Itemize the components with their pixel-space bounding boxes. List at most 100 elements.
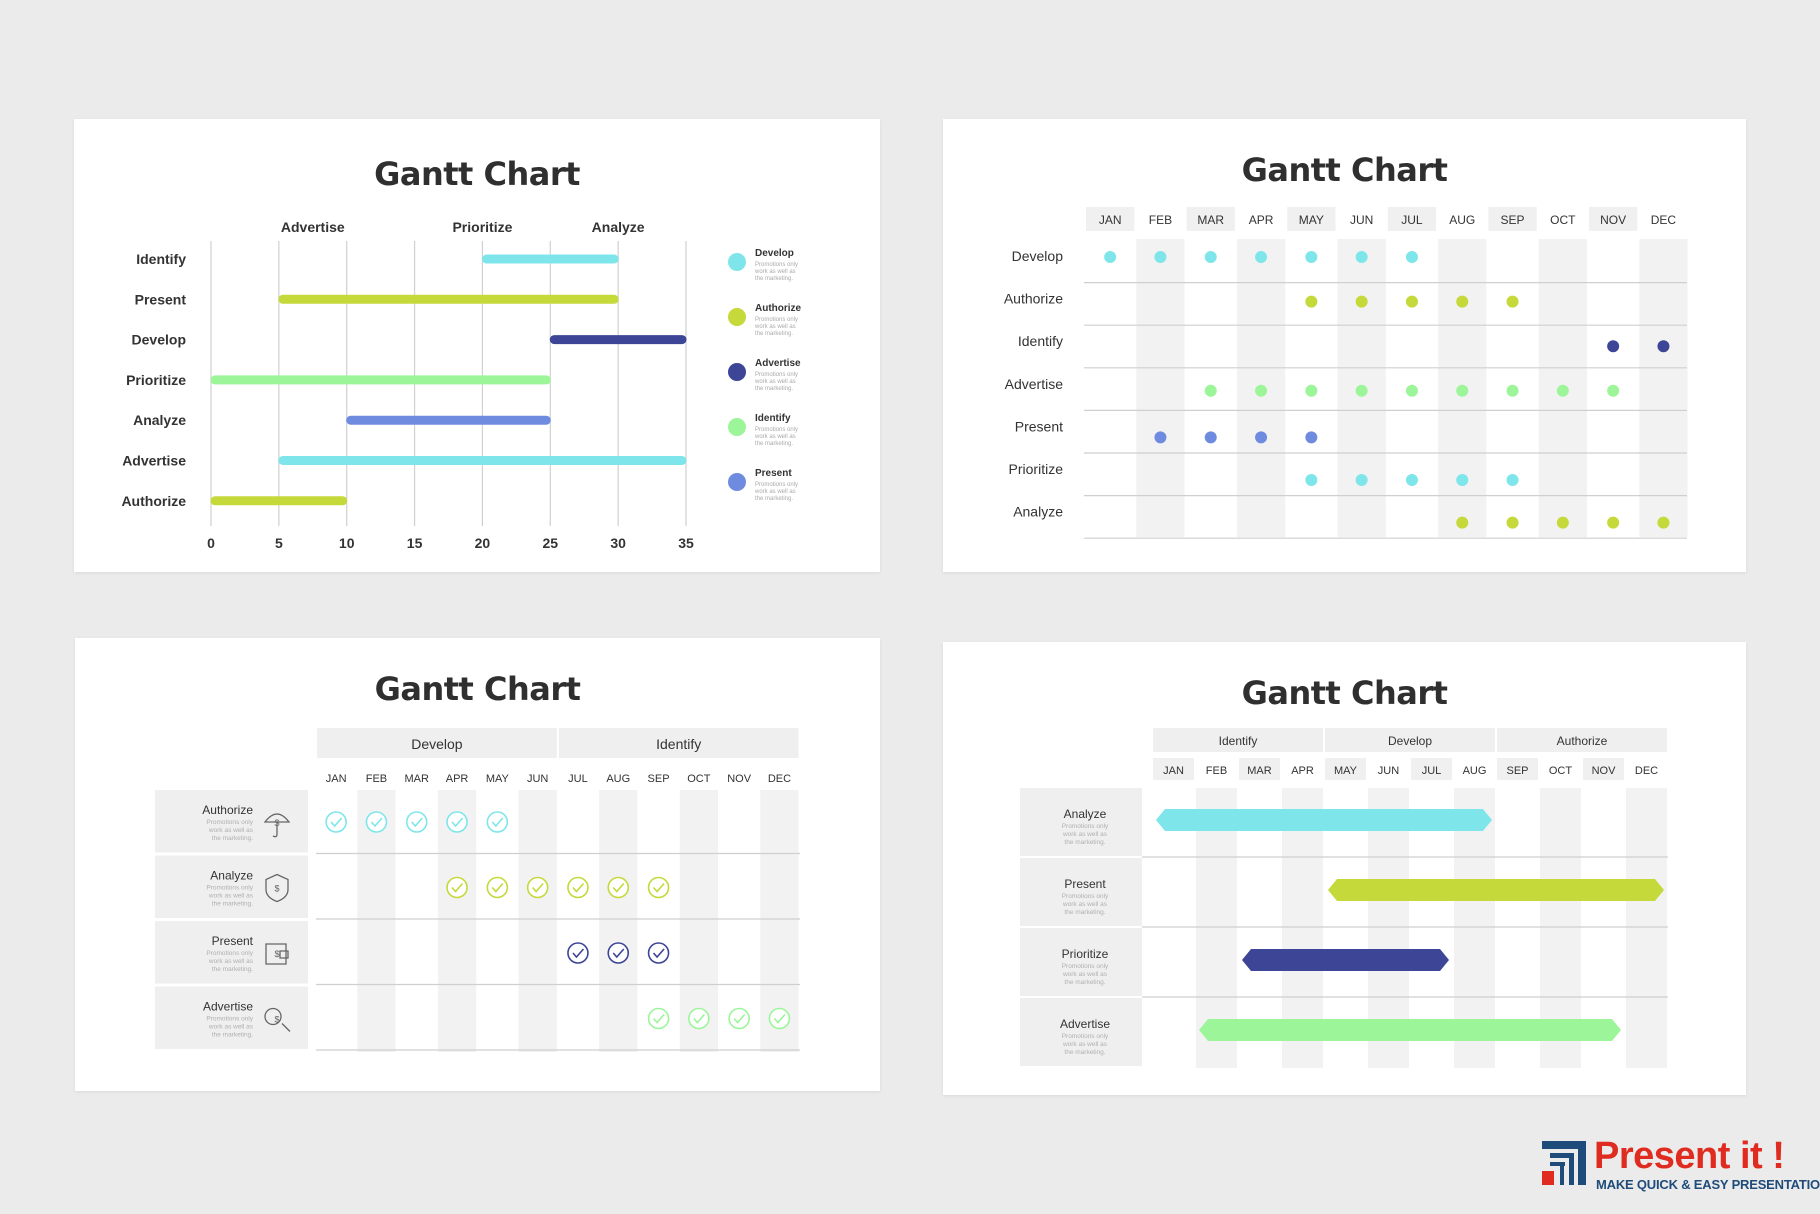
- month-label: DEC: [1635, 765, 1658, 777]
- check-mark-icon: [607, 876, 630, 899]
- row-label: Present: [1064, 877, 1106, 891]
- month-label: APR: [446, 773, 469, 785]
- legend-swatch: [728, 418, 746, 436]
- task-label: Prioritize: [126, 372, 186, 388]
- svg-text:$: $: [274, 949, 279, 959]
- task-dot: [1204, 431, 1217, 444]
- chart-title: Gantt Chart: [1241, 674, 1448, 712]
- month-label: AUG: [1449, 213, 1475, 227]
- x-tick-label: 5: [275, 535, 283, 551]
- slide-check-gantt: Gantt Chart Develop Identify JAN FEB MAR APR M…: [75, 638, 880, 1091]
- task-dot: [1154, 431, 1167, 444]
- month-label: JUL: [1422, 765, 1442, 777]
- row-description: Promotions only work as well as the market…: [1062, 1033, 1109, 1056]
- row-description: Promotions only work as well as the market…: [206, 950, 253, 973]
- task-dot: [1305, 251, 1318, 263]
- task-dot: [1506, 474, 1519, 486]
- month-label: OCT: [1549, 765, 1573, 777]
- month-label: JUN: [1350, 213, 1373, 227]
- task-dot: [1506, 516, 1519, 529]
- umbrella-dollar-icon: $: [263, 813, 291, 838]
- month-column-band: [1136, 239, 1185, 538]
- row-label-panel: [155, 790, 308, 853]
- task-dot: [1456, 474, 1469, 486]
- month-column-band: [1639, 239, 1688, 538]
- task-dot: [1456, 384, 1469, 397]
- legend-label: Develop: [755, 248, 794, 259]
- row-label: Prioritize: [1062, 947, 1109, 961]
- task-dot: [1355, 384, 1368, 397]
- task-dot: [1305, 295, 1318, 308]
- check-mark-icon: [486, 876, 509, 899]
- month-label: MAR: [405, 773, 430, 785]
- month-header-bg: [1287, 207, 1336, 231]
- month-column-band: [599, 790, 638, 1052]
- month-label: DEC: [768, 773, 791, 785]
- check-tick: [532, 882, 544, 893]
- task-dot: [1204, 384, 1217, 397]
- month-label: AUG: [606, 773, 630, 785]
- check-tick: [652, 882, 665, 893]
- task-dot: [1255, 431, 1268, 444]
- check-mark-icon: [526, 876, 549, 899]
- task-dot: [1456, 516, 1469, 529]
- phase-header-bg: [558, 728, 799, 758]
- phase-label: Advertise: [281, 219, 345, 235]
- month-column-band: [518, 790, 557, 1052]
- task-dot: [1204, 251, 1217, 263]
- check-mark-icon: [446, 876, 468, 899]
- month-label: JUL: [568, 773, 588, 785]
- month-header-bg: [1497, 758, 1538, 780]
- task-bar: [1156, 809, 1492, 831]
- phase-header-bg: [1497, 728, 1667, 752]
- check-mark-icon: [365, 811, 388, 833]
- month-header-bg: [1387, 207, 1437, 231]
- task-dot: [1305, 431, 1318, 444]
- legend-description: Promotions only work as well as the market…: [754, 482, 798, 502]
- check-tick: [612, 948, 625, 959]
- task-dot: [1405, 295, 1418, 308]
- month-label: FEB: [1206, 765, 1227, 777]
- phase-header-bg: [1153, 728, 1323, 752]
- legend-description: Promotions only work as well as the market…: [754, 427, 798, 447]
- row-label: Present: [212, 934, 254, 948]
- month-label: APR: [1249, 213, 1274, 227]
- row-label: Prioritize: [1009, 461, 1064, 477]
- chart-title: Gantt Chart: [374, 670, 581, 708]
- row-description: Promotions only work as well as the market…: [206, 819, 253, 842]
- month-header-bg: [1411, 758, 1452, 780]
- month-header-bg: [1153, 758, 1194, 780]
- svg-text:$: $: [274, 884, 279, 894]
- task-dot: [1456, 295, 1469, 308]
- x-tick-label: 35: [678, 535, 694, 551]
- row-label: Authorize: [202, 803, 253, 817]
- month-header-bg: [1488, 207, 1537, 231]
- row-description: Promotions only work as well as the market…: [1062, 963, 1109, 986]
- month-header-bg: [1589, 207, 1638, 231]
- row-label-panel: [155, 986, 308, 1049]
- task-dot: [1154, 251, 1167, 263]
- month-column-band: [437, 790, 477, 1052]
- legend-label: Authorize: [755, 303, 802, 314]
- legend-description: Promotions only work as well as the market…: [754, 317, 798, 337]
- check-tick: [652, 948, 665, 959]
- row-description: Promotions only work as well as the market…: [206, 1016, 253, 1039]
- task-dot: [1305, 384, 1318, 397]
- bar-gantt-chart: 0 5 10 15 20 25 30 35 Advertise Prioritize Analyze…: [121, 219, 802, 551]
- phase-label: Develop: [1388, 734, 1432, 748]
- check-tick: [612, 882, 625, 893]
- phase-header-bg: [317, 728, 557, 758]
- check-mark-icon: [688, 1007, 710, 1030]
- shield-dollar-icon: $: [265, 873, 289, 903]
- month-column-band: [357, 790, 396, 1052]
- check-tick: [491, 882, 504, 893]
- phase-label: Prioritize: [452, 219, 512, 235]
- month-label: OCT: [687, 773, 711, 785]
- brand-tagline: MAKE QUICK & EASY PRESENTATIONS: [1596, 1177, 1820, 1192]
- task-label: Analyze: [133, 412, 186, 428]
- month-label: AUG: [1463, 765, 1487, 777]
- task-label: Develop: [132, 332, 186, 348]
- task-dot: [1556, 384, 1569, 397]
- task-dot: [1405, 384, 1418, 397]
- row-label: Present: [1015, 418, 1063, 434]
